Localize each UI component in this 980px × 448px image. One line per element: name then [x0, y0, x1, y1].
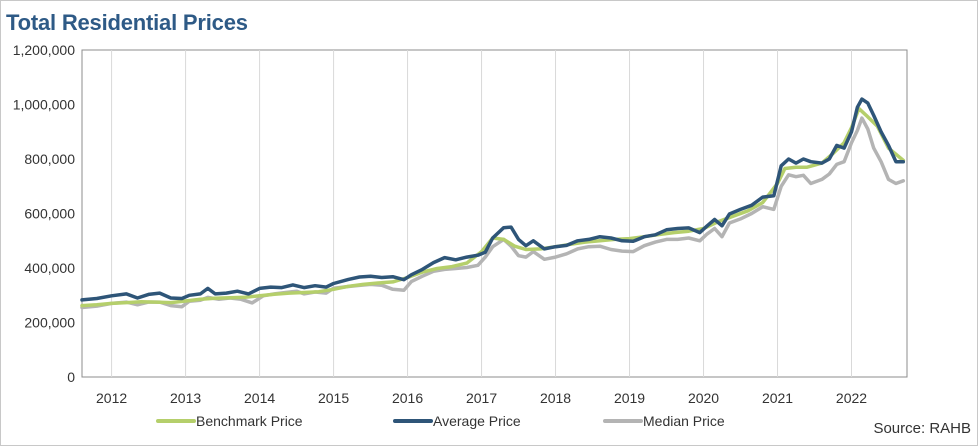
source-note: Source: RAHB [873, 420, 971, 437]
series-line-median-price [80, 116, 906, 310]
x-tick-label: 2013 [170, 390, 201, 406]
x-tick-label: 2020 [688, 390, 719, 406]
axis-layer: 0 200,000 400,000 600,000 800,000 1,000,000 1,… [13, 42, 868, 406]
y-tick-label: 600,000 [24, 206, 75, 222]
legend-label: Benchmark Price [196, 413, 303, 429]
y-tick-label: 1,000,000 [13, 97, 75, 113]
x-tick-label: 2014 [244, 390, 275, 406]
legend-label: Average Price [433, 413, 521, 429]
series-line-benchmark-price [80, 106, 906, 308]
chart-title: Total Residential Prices [6, 10, 248, 35]
legend-layer: Benchmark Price Average Price Median Price [156, 413, 725, 429]
grid-layer [81, 49, 908, 378]
series-line-average-price [80, 97, 906, 302]
x-tick-label: 2015 [318, 390, 349, 406]
x-tick-label: 2019 [614, 390, 645, 406]
legend-label: Median Price [643, 413, 725, 429]
y-tick-label: 0 [67, 369, 75, 385]
series-layer [80, 97, 906, 310]
x-tick-label: 2022 [836, 390, 867, 406]
y-tick-label: 200,000 [24, 315, 75, 331]
x-tick-label: 2012 [96, 390, 127, 406]
y-tick-label: 1,200,000 [13, 42, 75, 58]
x-tick-label: 2017 [466, 390, 497, 406]
y-tick-label: 400,000 [24, 260, 75, 276]
x-tick-label: 2018 [540, 390, 571, 406]
plot-area [81, 49, 908, 378]
y-tick-label: 800,000 [24, 151, 75, 167]
x-tick-label: 2021 [762, 390, 793, 406]
x-tick-label: 2016 [392, 390, 423, 406]
